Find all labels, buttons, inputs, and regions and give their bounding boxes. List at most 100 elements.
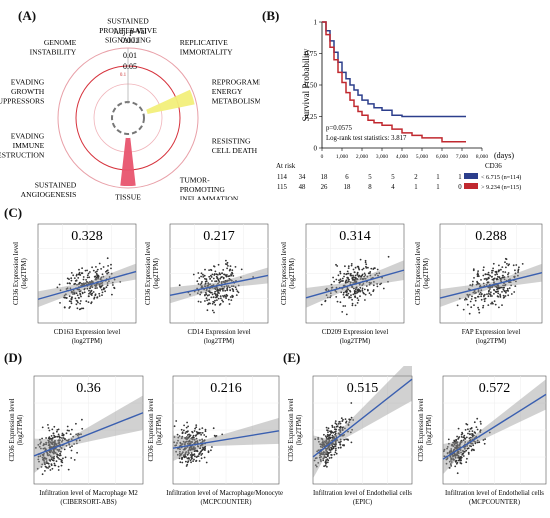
- scatter-point: [79, 274, 82, 276]
- scatter-point: [477, 295, 480, 298]
- kaplan-meier-chart: 0 0.25 0.50 0.75 1 0 1,000 2,000 3,000 4,000 5,000…: [276, 19, 521, 192]
- scatter-y-label-line: CD36 Expression level: [145, 242, 152, 305]
- scatter-point: [202, 276, 205, 278]
- scatter-point: [75, 439, 78, 442]
- scatter-point: [217, 279, 220, 282]
- scatter-point: [326, 461, 329, 464]
- scatter-point: [88, 289, 90, 292]
- scatter-point: [376, 283, 378, 285]
- scatter-point: [213, 265, 215, 267]
- scatter-point: [177, 447, 179, 450]
- scatter-point: [482, 274, 485, 277]
- scatter-point: [66, 277, 69, 280]
- scatter-point: [186, 461, 189, 464]
- scatter-point: [335, 452, 338, 455]
- scatter-point: [328, 451, 330, 454]
- scatter-point: [337, 423, 340, 425]
- scatter-point: [450, 457, 452, 459]
- scatter-point: [228, 303, 231, 305]
- scatter-point: [50, 458, 53, 461]
- scatter-point: [469, 439, 472, 441]
- scatter-point: [327, 431, 329, 433]
- scatter-point: [456, 451, 459, 454]
- scatter-point: [325, 294, 328, 296]
- scatter-point: [327, 441, 330, 443]
- scatter-point: [471, 433, 474, 435]
- scatter-point: [96, 274, 98, 277]
- scatter-point: [452, 455, 454, 458]
- scatter-point: [208, 298, 210, 301]
- scatter-point: [81, 427, 84, 430]
- scatter-point: [94, 294, 97, 297]
- scatter-point: [482, 266, 485, 269]
- scatter-point: [230, 274, 233, 277]
- scatter-point: [104, 290, 106, 293]
- scatter-point: [457, 438, 459, 440]
- scatter-point: [473, 290, 476, 292]
- scatter-point: [498, 287, 501, 290]
- scatter-point: [93, 275, 96, 278]
- scatter-x-label-line: (log2TPM): [340, 338, 371, 345]
- scatter-point: [475, 426, 478, 428]
- scatter-point: [232, 288, 234, 291]
- panel-label-a: (A): [18, 8, 37, 23]
- scatter-point: [35, 447, 37, 449]
- correlation-value: 0.314: [339, 229, 371, 244]
- scatter-x-label-line: Infiltration level of Endothelial cells: [445, 490, 544, 497]
- scatter-point: [190, 461, 192, 464]
- scatter-point: [184, 443, 186, 446]
- scatter-point: [70, 457, 73, 459]
- scatter-y-label: CD36 Expression level(log2TPM): [13, 242, 28, 305]
- scatter-point: [490, 291, 492, 294]
- radar-axis-label-2: REPROGRAMMINGENERGYMETABOLISM: [212, 77, 260, 105]
- scatter-point: [179, 461, 182, 464]
- scatter-point: [51, 428, 54, 431]
- scatter-point: [231, 294, 234, 297]
- scatter-point: [204, 449, 206, 451]
- scatter-point: [60, 450, 62, 453]
- scatter-y-label-line: (log2TPM): [156, 415, 163, 446]
- scatter-point: [101, 291, 104, 294]
- scatter-point: [352, 419, 355, 421]
- scatter-point: [89, 287, 91, 290]
- scatter-point: [86, 274, 89, 277]
- scatter-point: [332, 446, 335, 448]
- scatter-point: [51, 451, 54, 454]
- radar-axis-label-4: TUMOR-PROMOTING INFLAMMATION: [180, 176, 239, 200]
- scatter-point: [70, 277, 73, 280]
- scatter-point: [51, 467, 54, 470]
- scatter-point: [79, 292, 81, 295]
- scatter-point: [55, 443, 58, 446]
- scatter-point: [191, 438, 194, 441]
- scatter-point: [56, 430, 58, 433]
- scatter-point: [106, 257, 109, 260]
- scatter-point: [92, 291, 95, 293]
- scatter-point: [196, 292, 199, 295]
- scatter-point: [505, 266, 507, 269]
- scatter-point: [37, 458, 40, 461]
- scatter-point: [459, 456, 462, 458]
- scatter-point: [85, 279, 87, 281]
- at-risk-cell: 5: [368, 174, 372, 181]
- scatter-point: [230, 279, 233, 282]
- scatter-point: [234, 286, 237, 289]
- scatter-point: [81, 272, 84, 275]
- km-legend-label-0: < 6.715 (n=114): [481, 174, 521, 181]
- scatter-point: [359, 286, 362, 289]
- scatter-point: [219, 288, 221, 290]
- scatter-point: [335, 447, 337, 450]
- scatter-y-label-line: CD36 Expression level: [148, 398, 155, 461]
- scatter-point: [501, 266, 504, 268]
- scatter-point: [493, 300, 496, 303]
- scatter-point: [199, 293, 201, 296]
- scatter-point: [69, 282, 71, 285]
- scatter-point: [329, 296, 331, 299]
- scatter-point: [482, 269, 485, 271]
- scatter-point: [183, 424, 185, 427]
- scatter-point: [73, 277, 76, 279]
- scatter-point: [362, 267, 365, 270]
- scatter-point: [331, 448, 334, 450]
- scatter-point: [93, 296, 96, 299]
- scatter-point: [58, 458, 61, 460]
- scatter-point: [63, 306, 66, 309]
